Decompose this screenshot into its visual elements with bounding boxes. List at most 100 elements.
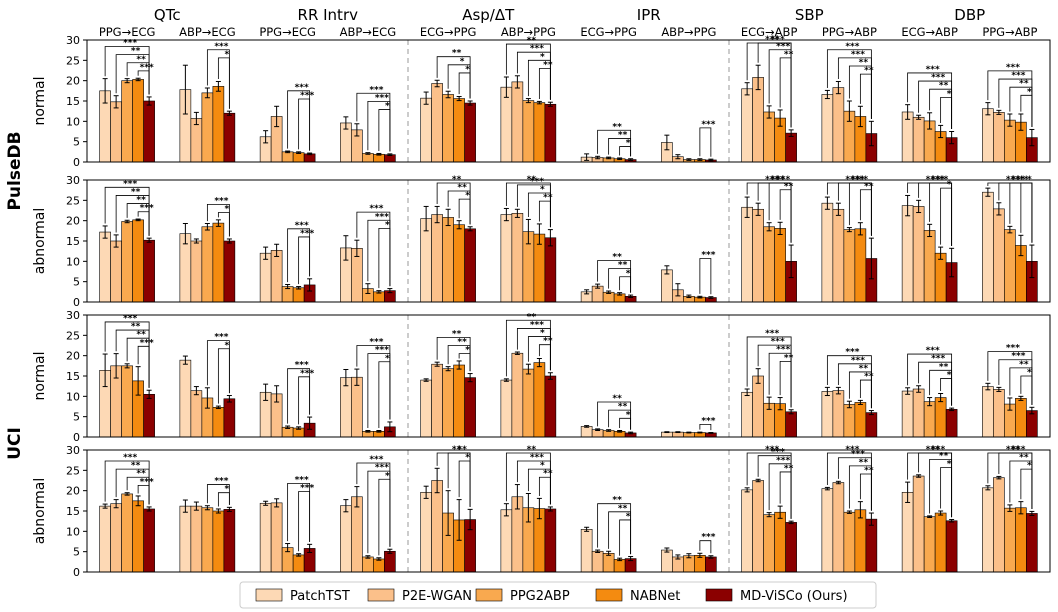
metric-title: IPR [637, 6, 661, 24]
bar-patchtst [901, 205, 914, 303]
bar-ppg2abp [442, 217, 454, 303]
significance-bracket [538, 476, 551, 505]
subtask-label: PPG→ABP [822, 25, 877, 39]
significance-label: ** [618, 402, 628, 412]
bar-group: ****** [259, 361, 316, 438]
significance-label: *** [845, 42, 859, 52]
significance-label: * [626, 512, 631, 522]
significance-label: *** [771, 448, 785, 458]
significance-label: ** [612, 496, 622, 506]
bar-patchtst [821, 94, 834, 163]
significance-label: ** [784, 182, 794, 192]
bar-nabnet [373, 558, 385, 573]
significance-label: ** [612, 394, 622, 404]
bar-p2e-wgan [993, 112, 1005, 163]
bar-p2e-wgan [190, 390, 203, 438]
bar-md-visco-ours- [223, 509, 236, 573]
bar-p2e-wgan [993, 477, 1005, 573]
significance-bracket [378, 361, 391, 429]
significance-label: * [947, 459, 952, 469]
bar-ppg2abp [121, 493, 133, 573]
significance-bracket [859, 73, 872, 119]
y-tick-label: 30 [66, 34, 80, 47]
bar-md-visco-ours- [223, 398, 236, 438]
significance-bracket [378, 109, 391, 152]
bar-p2e-wgan [431, 83, 443, 163]
legend-swatch [705, 588, 733, 602]
bar-group: ********** [99, 314, 155, 438]
bar-patchtst [901, 491, 914, 573]
significance-label: *** [375, 463, 389, 473]
bar-group: ********* [982, 63, 1038, 163]
subtask-label: PPG→ECG [99, 25, 156, 39]
bar-md-visco-ours- [464, 228, 476, 303]
panels: 051015202530normal**********************… [32, 34, 1051, 579]
bar-group: ****** [259, 83, 316, 163]
subtask-label: ABP→PPG [661, 25, 716, 39]
bar-group: ********* [901, 175, 958, 303]
significance-label: * [1027, 368, 1032, 378]
bar-group: ********** [821, 348, 878, 438]
bar-group: **** [179, 42, 236, 163]
significance-label: ** [543, 60, 553, 70]
bar-patchtst [420, 379, 432, 438]
significance-label: *** [701, 250, 715, 260]
significance-label: ** [1019, 79, 1029, 89]
significance-label: ** [1019, 453, 1029, 463]
metric-title: SBP [795, 6, 824, 24]
bar-ppg2abp [923, 401, 936, 438]
bar-patchtst [500, 214, 513, 303]
bar-ppg2abp [201, 507, 214, 573]
significance-bracket [859, 379, 872, 409]
significance-bracket [298, 491, 311, 552]
significance-bracket [859, 473, 872, 511]
bar-nabnet [132, 219, 144, 303]
bar-group: *********** [741, 329, 797, 438]
bar-patchtst [340, 505, 352, 573]
significance-label: *** [1006, 344, 1020, 354]
significance-label: ** [784, 464, 794, 474]
bar-ppg2abp [843, 404, 856, 438]
legend-item: MD-ViSCo (Ours) [705, 588, 848, 604]
y-tick-label: 20 [66, 75, 80, 88]
bar-patchtst [982, 487, 994, 573]
y-tick-label: 10 [66, 115, 80, 128]
significance-label: *** [851, 450, 865, 460]
bar-md-visco-ours- [464, 102, 476, 163]
significance-label: * [225, 50, 230, 60]
legend: PatchTST P2E-WGAN PPG2ABP NABNet MD-ViSCo (O… [239, 581, 877, 609]
legend-swatch [595, 588, 623, 602]
y-tick-label: 0 [73, 566, 80, 579]
significance-bracket [619, 276, 632, 293]
significance-label: * [540, 185, 545, 195]
significance-label: ** [131, 322, 141, 332]
significance-label: ** [859, 58, 869, 68]
bar-nabnet [453, 98, 465, 163]
significance-label: * [465, 346, 470, 356]
significance-label: *** [931, 73, 945, 83]
y-tick-label: 30 [66, 174, 80, 187]
figure-header: QTc RR Intrv Asp/ΔT IPR SBP DBP PPG→ECG ABP→ECG… [99, 6, 1038, 39]
bar-group: ***** [580, 496, 637, 573]
significance-label: *** [214, 477, 228, 487]
panel-pulsedb-abnormal: 051015202530abnormal********************… [32, 174, 1051, 309]
y-tick-label: 15 [66, 505, 80, 518]
significance-label: ** [618, 130, 628, 140]
significance-label: *** [701, 533, 715, 543]
bar-group: ******** [500, 312, 557, 438]
significance-label: *** [369, 455, 383, 465]
bar-group: *** [661, 416, 717, 438]
significance-label: *** [776, 42, 790, 52]
significance-label: *** [123, 453, 137, 463]
significance-bracket [298, 236, 311, 285]
bar-md-visco-ours- [785, 132, 797, 163]
bar-nabnet [453, 364, 465, 438]
bar-p2e-wgan [351, 496, 363, 573]
significance-label: ** [1019, 360, 1029, 370]
legend-item: P2E-WGAN [367, 588, 472, 604]
significance-bracket [940, 96, 953, 130]
bar-patchtst [580, 528, 593, 573]
significance-label: ** [527, 36, 537, 46]
significance-label: ** [543, 337, 553, 347]
significance-bracket [217, 212, 230, 237]
